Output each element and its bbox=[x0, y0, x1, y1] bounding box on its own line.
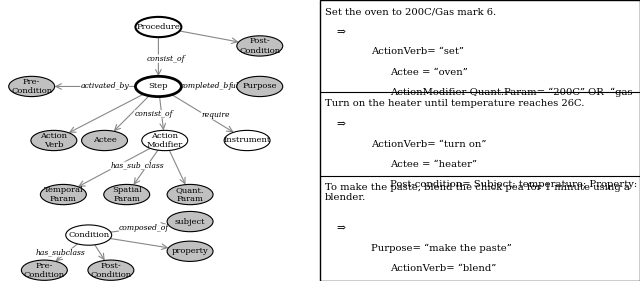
Ellipse shape bbox=[167, 184, 213, 205]
Ellipse shape bbox=[237, 36, 283, 56]
Text: Spatial
Param: Spatial Param bbox=[112, 186, 141, 203]
Text: Pre-
Condition: Pre- Condition bbox=[11, 78, 52, 95]
Text: ActionModifier-Quant.Param= “200C” OR  “gas: ActionModifier-Quant.Param= “200C” OR “g… bbox=[390, 88, 633, 97]
Text: Actee = “heater”: Actee = “heater” bbox=[390, 160, 477, 169]
Ellipse shape bbox=[167, 241, 213, 261]
Text: ActionVerb= “set”: ActionVerb= “set” bbox=[371, 47, 464, 56]
Text: consist_of: consist_of bbox=[134, 110, 173, 118]
Text: activated_by: activated_by bbox=[81, 82, 129, 90]
Ellipse shape bbox=[224, 130, 270, 151]
Ellipse shape bbox=[104, 184, 150, 205]
Ellipse shape bbox=[136, 17, 181, 37]
Text: Post-condition= Subject: temperature; Property: 26C: Post-condition= Subject: temperature; Pr… bbox=[390, 180, 640, 189]
Text: ⇒: ⇒ bbox=[336, 223, 345, 233]
Text: Post-
Condition: Post- Condition bbox=[90, 262, 131, 279]
Ellipse shape bbox=[167, 211, 213, 232]
Text: ⇒: ⇒ bbox=[336, 27, 345, 37]
Text: fulfil: fulfil bbox=[228, 82, 246, 90]
Text: Step: Step bbox=[148, 82, 168, 90]
Text: Post-
Condition: Post- Condition bbox=[239, 37, 280, 55]
Text: Turn on the heater until temperature reaches 26C.: Turn on the heater until temperature rea… bbox=[325, 99, 584, 108]
Text: completed_by: completed_by bbox=[179, 82, 233, 90]
Text: has_sub_class: has_sub_class bbox=[111, 162, 164, 170]
Text: composed_of: composed_of bbox=[119, 224, 169, 232]
Text: subject: subject bbox=[175, 217, 205, 226]
Text: Set the oven to 200C/Gas mark 6.: Set the oven to 200C/Gas mark 6. bbox=[325, 7, 496, 16]
Text: ⇒: ⇒ bbox=[336, 119, 345, 130]
Text: has_subclass: has_subclass bbox=[35, 249, 85, 257]
Text: Action
Verb: Action Verb bbox=[40, 132, 67, 149]
Text: Action
Modifier: Action Modifier bbox=[147, 132, 183, 149]
Ellipse shape bbox=[66, 225, 111, 245]
Text: Purpose: Purpose bbox=[243, 82, 277, 90]
Text: Actee = “oven”: Actee = “oven” bbox=[390, 68, 468, 77]
Ellipse shape bbox=[136, 76, 181, 97]
Ellipse shape bbox=[81, 130, 127, 151]
Text: Temporal
Param: Temporal Param bbox=[44, 186, 83, 203]
Text: property: property bbox=[172, 247, 209, 255]
Text: Quant.
Param: Quant. Param bbox=[176, 186, 204, 203]
Text: Condition: Condition bbox=[68, 231, 109, 239]
Ellipse shape bbox=[9, 76, 54, 97]
Ellipse shape bbox=[237, 76, 283, 97]
Text: Pre-
Condition: Pre- Condition bbox=[24, 262, 65, 279]
Text: To make the paste, blend the chick pea for 1 minute using a
blender.: To make the paste, blend the chick pea f… bbox=[325, 183, 630, 202]
Text: Instrument: Instrument bbox=[223, 137, 271, 144]
Ellipse shape bbox=[88, 260, 134, 280]
Text: consist_of: consist_of bbox=[147, 55, 186, 63]
Text: Purpose= “make the paste”: Purpose= “make the paste” bbox=[371, 243, 512, 253]
Text: ActionVerb= “turn on”: ActionVerb= “turn on” bbox=[371, 140, 486, 149]
Text: ActionVerb= “blend”: ActionVerb= “blend” bbox=[390, 264, 497, 273]
Text: Procedure: Procedure bbox=[136, 23, 180, 31]
Ellipse shape bbox=[40, 184, 86, 205]
Ellipse shape bbox=[31, 130, 77, 151]
Ellipse shape bbox=[142, 130, 188, 151]
Text: Actee: Actee bbox=[93, 137, 116, 144]
Ellipse shape bbox=[21, 260, 67, 280]
Text: require: require bbox=[201, 111, 230, 119]
